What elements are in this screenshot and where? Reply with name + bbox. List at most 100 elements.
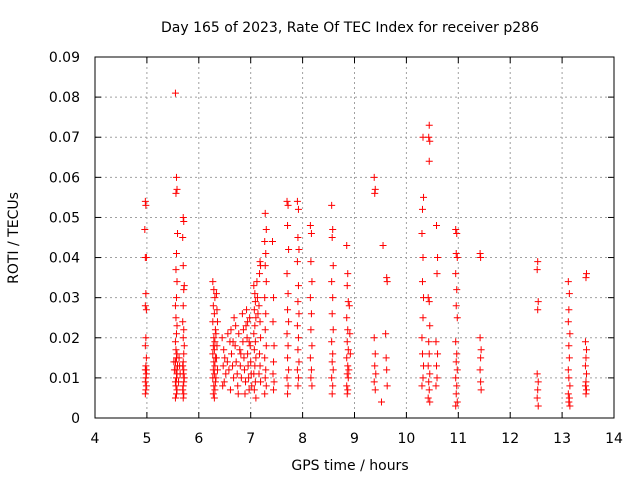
data-point: [212, 354, 220, 362]
data-point: [329, 326, 337, 334]
data-point: [346, 350, 354, 358]
data-point: [233, 370, 241, 378]
data-point: [420, 193, 428, 201]
data-point: [180, 342, 188, 350]
data-point: [142, 354, 150, 362]
data-point: [453, 382, 461, 390]
data-point: [226, 386, 234, 394]
data-point: [256, 258, 264, 266]
data-point: [179, 386, 187, 394]
data-point: [534, 386, 542, 394]
data-point: [565, 342, 573, 350]
data-point: [240, 354, 248, 362]
data-point: [565, 290, 573, 298]
data-point: [171, 89, 179, 97]
data-point: [171, 302, 179, 310]
data-point: [379, 242, 387, 250]
data-point: [141, 342, 149, 350]
data-point: [246, 314, 254, 322]
y-tick-label: 0: [71, 411, 80, 427]
data-point: [257, 378, 265, 386]
data-point: [250, 282, 258, 290]
data-point: [142, 374, 150, 382]
data-point: [142, 382, 150, 390]
data-point: [261, 354, 269, 362]
data-point: [172, 294, 180, 302]
data-point: [141, 225, 149, 233]
data-point: [344, 326, 352, 334]
data-point: [344, 386, 352, 394]
data-point: [425, 133, 433, 141]
data-point: [452, 402, 460, 410]
x-tick-label: 10: [397, 431, 415, 447]
data-point: [239, 326, 247, 334]
data-point: [284, 354, 292, 362]
data-point: [223, 358, 231, 366]
data-point: [252, 394, 260, 402]
data-point: [582, 346, 590, 354]
data-point: [250, 306, 258, 314]
data-point: [329, 366, 337, 374]
data-point: [307, 310, 315, 318]
data-point: [581, 338, 589, 346]
x-tick-label: 8: [298, 431, 307, 447]
data-point: [252, 354, 260, 362]
data-point: [234, 382, 242, 390]
data-point: [210, 382, 218, 390]
data-point: [261, 374, 269, 382]
data-point: [566, 402, 574, 410]
data-point: [453, 286, 461, 294]
data-point: [261, 262, 269, 270]
data-point: [262, 366, 270, 374]
data-point: [173, 185, 181, 193]
data-point: [251, 298, 259, 306]
data-point: [262, 342, 270, 350]
data-point: [245, 374, 253, 382]
data-point: [179, 334, 187, 342]
data-point: [383, 366, 391, 374]
data-point: [219, 362, 227, 370]
grid: [95, 57, 614, 418]
data-point: [230, 314, 238, 322]
data-point: [452, 302, 460, 310]
data-point: [452, 250, 460, 258]
data-point: [343, 314, 351, 322]
data-point: [256, 270, 264, 278]
data-point: [432, 338, 440, 346]
data-point: [255, 370, 263, 378]
data-point: [344, 298, 352, 306]
data-point: [171, 394, 179, 402]
data-point: [295, 358, 303, 366]
data-point: [261, 326, 269, 334]
data-point: [211, 386, 219, 394]
y-tick-label: 0.05: [49, 210, 80, 226]
x-tick-label: 14: [605, 431, 623, 447]
data-point: [345, 302, 353, 310]
data-point: [251, 338, 259, 346]
data-point: [294, 298, 302, 306]
data-point: [426, 398, 434, 406]
data-point: [346, 330, 354, 338]
data-point: [582, 270, 590, 278]
data-point: [262, 225, 270, 233]
data-point: [218, 334, 226, 342]
data-point: [371, 386, 379, 394]
data-point: [328, 338, 336, 346]
data-point: [418, 229, 426, 237]
data-point: [212, 374, 220, 382]
data-point: [251, 322, 259, 330]
data-point: [453, 366, 461, 374]
data-point: [371, 350, 379, 358]
data-point: [382, 354, 390, 362]
data-point: [244, 350, 252, 358]
data-point: [237, 374, 245, 382]
data-point: [424, 362, 432, 370]
data-point: [238, 310, 246, 318]
data-point: [453, 314, 461, 322]
data-point: [243, 334, 251, 342]
data-point: [172, 266, 180, 274]
data-point: [141, 197, 149, 205]
data-point: [210, 286, 218, 294]
data-point: [270, 358, 278, 366]
data-point: [452, 358, 460, 366]
